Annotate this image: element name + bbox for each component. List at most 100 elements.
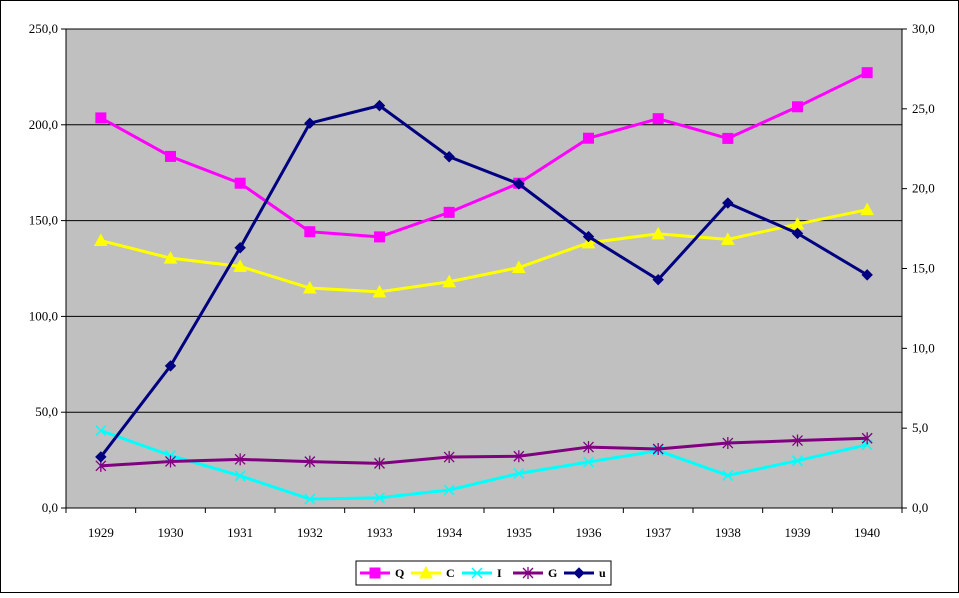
y-axis-right: 0,0 5,0 10,0 15,0 20,0 25,0 30,0 (902, 21, 935, 515)
data-point (652, 273, 664, 286)
data-point (302, 280, 317, 294)
data-point (95, 425, 107, 437)
data-point (443, 484, 455, 496)
data-point (573, 567, 585, 579)
data-point (860, 202, 875, 216)
data-point (95, 451, 107, 463)
x-tick-label: 1936 (576, 525, 603, 540)
legend-item-I: I (462, 566, 502, 580)
legend-item-G: G (513, 566, 557, 580)
data-point (651, 226, 666, 240)
x-tick-label: 1939 (785, 525, 811, 540)
data-point (165, 150, 176, 162)
plot-area (65, 28, 903, 509)
y-right-tick-label: 5,0 (912, 420, 928, 435)
data-point (652, 442, 664, 455)
data-point (164, 360, 177, 372)
data-point (652, 113, 664, 125)
data-point (582, 230, 595, 243)
data-point (861, 432, 873, 445)
series-G (95, 432, 873, 472)
data-point (861, 269, 873, 281)
legend-label: C (446, 566, 455, 580)
data-point (583, 132, 594, 144)
data-point (861, 67, 873, 79)
data-point (93, 233, 108, 247)
data-point (791, 455, 804, 467)
y-left-tick-label: 150,0 (29, 213, 58, 228)
series-u (95, 99, 873, 463)
data-point (234, 177, 246, 189)
legend-label: u (599, 566, 606, 580)
data-point (373, 492, 386, 504)
legend-label: Q (395, 566, 404, 580)
data-point (233, 259, 248, 272)
y-right-tick-label: 25,0 (912, 101, 935, 116)
data-point (372, 284, 387, 298)
x-tick-label: 1931 (227, 525, 253, 540)
y-left-tick-label: 100,0 (29, 308, 58, 323)
data-point (163, 251, 178, 264)
data-point (304, 493, 316, 505)
data-point (304, 455, 316, 468)
y-left-tick-label: 50,0 (35, 404, 58, 419)
data-point (791, 227, 804, 240)
y-right-tick-label: 20,0 (912, 181, 935, 196)
x-axis: 1929 1930 1931 1932 1933 1934 1935 1936 1937 1938… (65, 508, 903, 540)
data-point (722, 437, 734, 450)
data-point (722, 469, 734, 481)
data-point (443, 451, 455, 464)
data-point (792, 434, 803, 447)
legend-label: I (497, 566, 502, 580)
data-point (513, 450, 525, 463)
data-point (511, 260, 526, 274)
x-tick-label: 1940 (854, 525, 880, 540)
data-point (304, 117, 316, 129)
data-point (582, 456, 595, 468)
data-point (374, 457, 385, 470)
data-point (720, 232, 735, 245)
data-point (304, 226, 316, 238)
legend-label: G (548, 566, 557, 580)
data-point (95, 112, 107, 124)
y-right-tick-label: 0,0 (912, 500, 928, 515)
data-point (234, 242, 246, 254)
series-line (99, 104, 868, 458)
data-point (581, 235, 596, 249)
data-point (513, 178, 525, 190)
x-tick-label: 1933 (367, 525, 393, 540)
legend-item-Q: Q (360, 566, 404, 580)
series-line (100, 71, 868, 239)
y-right-tick-label: 15,0 (912, 261, 935, 276)
data-point (442, 274, 457, 288)
data-point (583, 441, 594, 454)
data-point (722, 197, 734, 209)
data-point (165, 455, 176, 468)
data-point (419, 565, 433, 579)
data-point (369, 567, 381, 579)
x-tick-label: 1932 (297, 525, 323, 540)
data-point (443, 151, 455, 163)
data-point (792, 101, 803, 113)
legend-item-C: C (411, 565, 455, 580)
x-tick-label: 1929 (88, 525, 114, 540)
y-right-tick-label: 10,0 (912, 340, 935, 355)
data-point (234, 453, 246, 466)
series-line (100, 429, 868, 501)
legend-item-u: u (564, 566, 606, 580)
series-line (100, 436, 868, 468)
data-point (522, 567, 534, 579)
data-point (374, 231, 385, 243)
x-tick-label: 1938 (715, 525, 741, 540)
data-point (471, 567, 483, 579)
x-tick-label: 1935 (506, 525, 532, 540)
data-point (373, 99, 386, 112)
series-Q (95, 67, 873, 243)
y-left-tick-label: 200,0 (29, 117, 58, 132)
x-tick-label: 1934 (436, 525, 463, 540)
x-tick-label: 1937 (645, 525, 672, 540)
y-left-tick-label: 250,0 (29, 21, 58, 36)
